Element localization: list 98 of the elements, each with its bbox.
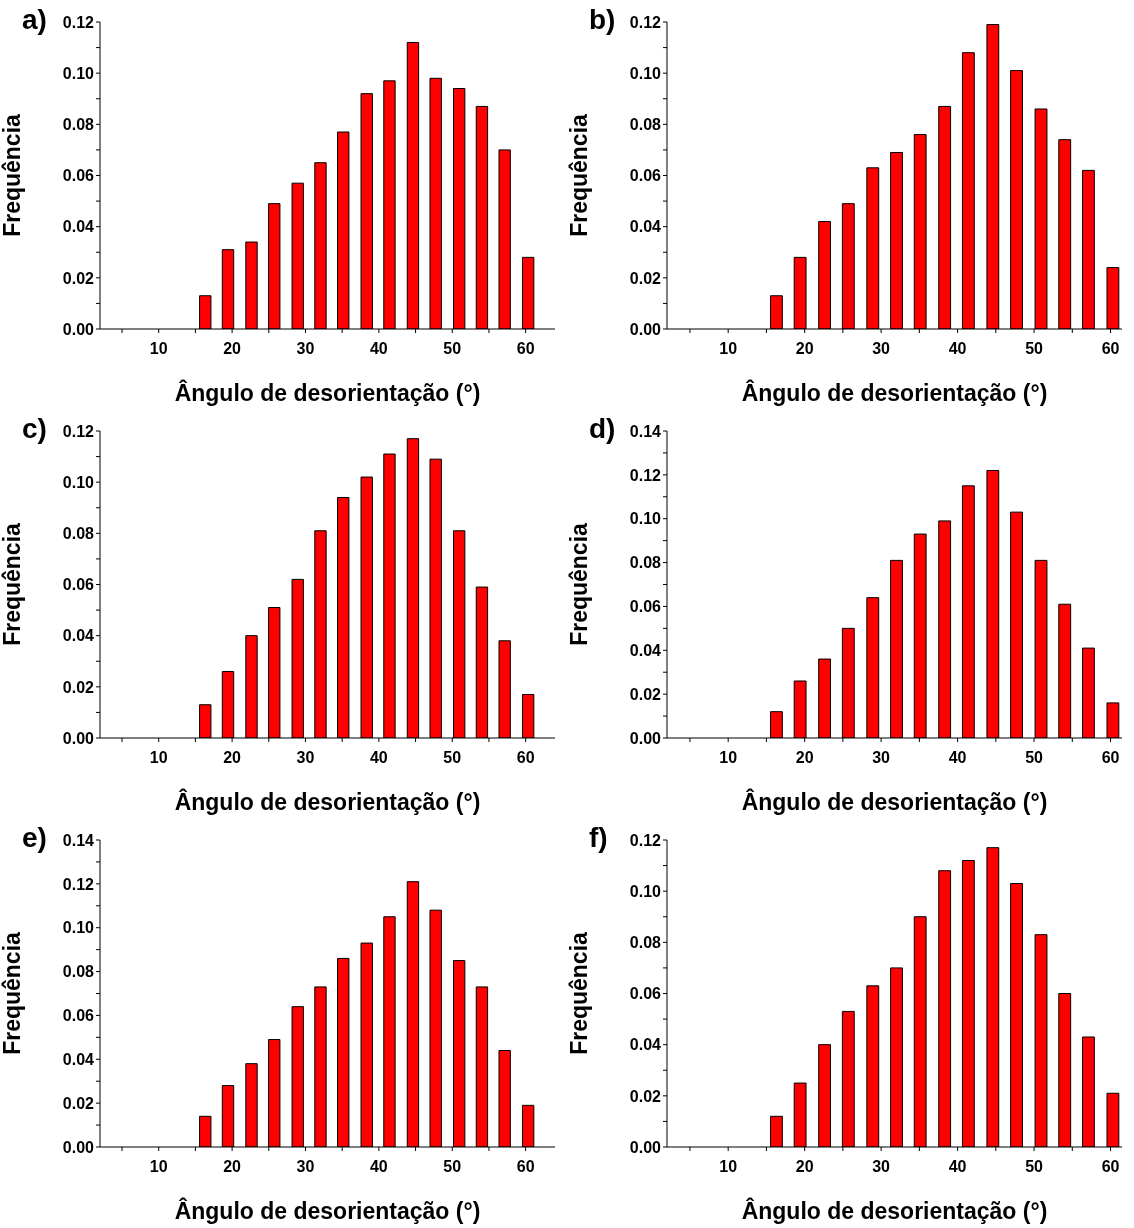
chart-title: b) bbox=[589, 4, 616, 36]
y-tick-label: 0.12 bbox=[629, 466, 662, 484]
x-tick-label: 60 bbox=[516, 1158, 535, 1176]
y-tick-label: 0.08 bbox=[629, 116, 662, 134]
x-tick-label: 30 bbox=[296, 1158, 315, 1176]
y-tick-label: 0.14 bbox=[62, 831, 95, 849]
y-tick-label: 0.14 bbox=[629, 422, 662, 440]
x-tick-label: 60 bbox=[516, 749, 535, 767]
x-tick-label: 10 bbox=[719, 1158, 738, 1176]
y-tick-label: 0.00 bbox=[629, 729, 662, 747]
y-tick-label: 0.06 bbox=[62, 576, 95, 594]
x-tick-label: 20 bbox=[223, 1158, 242, 1176]
x-axis-title: Ângulo de desorientação (°) bbox=[741, 1197, 1048, 1224]
x-tick-label: 50 bbox=[443, 749, 462, 767]
y-tick-label: 0.04 bbox=[629, 641, 662, 659]
chart-title: a) bbox=[22, 4, 47, 36]
y-tick-label: 0.10 bbox=[629, 64, 662, 82]
x-tick-label: 40 bbox=[369, 1158, 388, 1176]
x-tick-label: 30 bbox=[872, 1158, 891, 1176]
y-tick-label: 0.02 bbox=[62, 269, 95, 287]
chart-title: d) bbox=[589, 413, 616, 445]
y-tick-label: 0.08 bbox=[62, 116, 95, 134]
y-tick-label: 0.00 bbox=[629, 320, 662, 338]
y-tick-label: 0.10 bbox=[629, 510, 662, 528]
chart-title: c) bbox=[22, 413, 47, 445]
x-tick-label: 40 bbox=[948, 340, 967, 358]
y-tick-label: 0.04 bbox=[629, 1036, 662, 1054]
x-tick-label: 10 bbox=[719, 340, 738, 358]
y-tick-label: 0.12 bbox=[629, 831, 662, 849]
x-tick-label: 50 bbox=[1025, 749, 1044, 767]
y-tick-label: 0.02 bbox=[629, 1087, 662, 1105]
x-tick-label: 30 bbox=[872, 340, 891, 358]
y-tick-label: 0.04 bbox=[62, 627, 95, 645]
x-tick-label: 40 bbox=[369, 340, 388, 358]
x-tick-label: 10 bbox=[149, 1158, 168, 1176]
x-tick-label: 20 bbox=[795, 1158, 814, 1176]
x-tick-label: 50 bbox=[1025, 340, 1044, 358]
x-axis-title: Ângulo de desorientação (°) bbox=[741, 788, 1048, 815]
y-tick-label: 0.08 bbox=[629, 934, 662, 952]
y-tick-label: 0.10 bbox=[629, 882, 662, 900]
x-tick-label: 60 bbox=[1101, 340, 1120, 358]
x-tick-label: 60 bbox=[1101, 1158, 1120, 1176]
x-tick-label: 30 bbox=[296, 749, 315, 767]
y-axis-title: Frequência bbox=[566, 931, 593, 1055]
y-axis-title: Frequência bbox=[566, 113, 593, 237]
y-tick-label: 0.04 bbox=[62, 218, 95, 236]
x-tick-label: 40 bbox=[369, 749, 388, 767]
y-tick-label: 0.10 bbox=[62, 473, 95, 491]
y-tick-label: 0.02 bbox=[629, 269, 662, 287]
y-axis-title: Frequência bbox=[0, 113, 26, 237]
y-tick-label: 0.08 bbox=[62, 963, 95, 981]
y-tick-label: 0.12 bbox=[62, 422, 95, 440]
x-tick-label: 20 bbox=[795, 340, 814, 358]
y-axis-title: Frequência bbox=[0, 931, 26, 1055]
y-tick-label: 0.00 bbox=[62, 320, 95, 338]
chart-title: e) bbox=[22, 822, 47, 854]
y-tick-label: 0.12 bbox=[62, 875, 95, 893]
y-tick-label: 0.00 bbox=[62, 729, 95, 747]
x-axis-title: Ângulo de desorientação (°) bbox=[174, 379, 481, 406]
y-tick-label: 0.06 bbox=[629, 985, 662, 1003]
x-axis-title: Ângulo de desorientação (°) bbox=[174, 1197, 481, 1224]
x-tick-label: 20 bbox=[795, 749, 814, 767]
x-tick-label: 10 bbox=[719, 749, 738, 767]
x-tick-label: 50 bbox=[443, 1158, 462, 1176]
x-tick-label: 50 bbox=[1025, 1158, 1044, 1176]
y-tick-label: 0.02 bbox=[62, 1094, 95, 1112]
y-tick-label: 0.12 bbox=[629, 13, 662, 31]
y-tick-label: 0.10 bbox=[62, 64, 95, 82]
x-tick-label: 20 bbox=[223, 749, 242, 767]
y-tick-label: 0.04 bbox=[62, 1050, 95, 1068]
y-tick-label: 0.04 bbox=[629, 218, 662, 236]
x-tick-label: 60 bbox=[1101, 749, 1120, 767]
x-tick-label: 60 bbox=[516, 340, 535, 358]
x-tick-label: 10 bbox=[149, 749, 168, 767]
y-tick-label: 0.00 bbox=[629, 1138, 662, 1156]
y-tick-label: 0.06 bbox=[62, 167, 95, 185]
y-tick-label: 0.06 bbox=[629, 598, 662, 616]
y-tick-label: 0.02 bbox=[62, 678, 95, 696]
y-axis-title: Frequência bbox=[566, 522, 593, 646]
chart-title: f) bbox=[589, 822, 608, 854]
y-tick-label: 0.06 bbox=[62, 1007, 95, 1025]
x-tick-label: 40 bbox=[948, 1158, 967, 1176]
x-tick-label: 30 bbox=[296, 340, 315, 358]
y-tick-label: 0.00 bbox=[62, 1138, 95, 1156]
x-axis-title: Ângulo de desorientação (°) bbox=[174, 788, 481, 815]
y-tick-label: 0.12 bbox=[62, 13, 95, 31]
y-tick-label: 0.06 bbox=[629, 167, 662, 185]
y-tick-label: 0.10 bbox=[62, 919, 95, 937]
x-tick-label: 50 bbox=[443, 340, 462, 358]
y-tick-label: 0.02 bbox=[629, 685, 662, 703]
x-axis-title: Ângulo de desorientação (°) bbox=[741, 379, 1048, 406]
y-tick-label: 0.08 bbox=[629, 554, 662, 572]
y-tick-label: 0.08 bbox=[62, 525, 95, 543]
x-tick-label: 20 bbox=[223, 340, 242, 358]
y-axis-title: Frequência bbox=[0, 522, 26, 646]
x-tick-label: 10 bbox=[149, 340, 168, 358]
x-tick-label: 30 bbox=[872, 749, 891, 767]
x-tick-label: 40 bbox=[948, 749, 967, 767]
